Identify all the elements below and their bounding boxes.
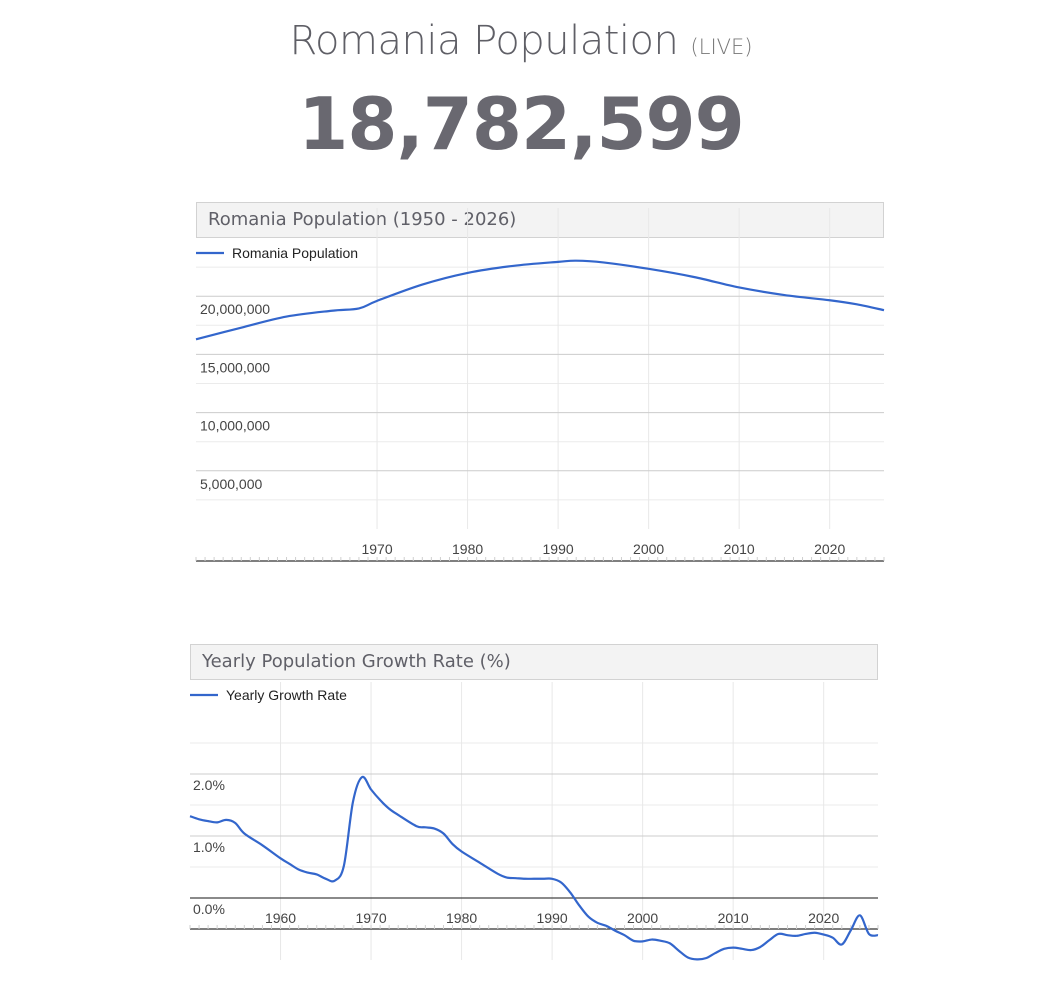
- live-tag: (LIVE): [690, 35, 753, 59]
- x-tick-label: 1990: [543, 541, 574, 557]
- growth-rate-chart: 0.0% 1.0% 2.0% 1960 1970 1980 1990 2000 2010 2020…: [189, 682, 879, 961]
- page-title: Romania Population (LIVE): [0, 18, 1042, 64]
- y-tick-label: 10,000,000: [200, 418, 270, 434]
- population-chart-title: Romania Population (1950 - 2026): [196, 202, 884, 238]
- page-title-text: Romania Population: [289, 18, 679, 64]
- y-tick-label: 2.0%: [193, 777, 225, 793]
- x-tick-label: 1970: [361, 541, 392, 557]
- series-line: [189, 775, 879, 961]
- legend-label: Yearly Growth Rate: [226, 687, 347, 703]
- y-tick-label: 20,000,000: [200, 301, 270, 317]
- y-tick-label: 15,000,000: [200, 359, 270, 375]
- x-tick-label: 1990: [537, 910, 568, 926]
- y-tick-label: 0.0%: [193, 901, 225, 917]
- population-chart: 5,000,000 10,000,000 15,000,000 20,000,000 1…: [195, 208, 885, 562]
- y-tick-label: 5,000,000: [200, 476, 262, 492]
- x-tick-label: 2020: [814, 541, 845, 557]
- x-tick-label: 2010: [718, 910, 749, 926]
- x-tick-label: 2000: [633, 541, 664, 557]
- x-tick-label: 2010: [724, 541, 755, 557]
- x-tick-label: 2000: [627, 910, 658, 926]
- x-tick-label: 1980: [446, 910, 477, 926]
- x-tick-label: 1980: [452, 541, 483, 557]
- y-tick-label: 1.0%: [193, 839, 225, 855]
- legend-label: Romania Population: [232, 245, 358, 261]
- series-line: [195, 259, 885, 341]
- population-counter: 18,782,599: [298, 82, 744, 166]
- x-tick-label: 1960: [265, 910, 296, 926]
- growth-chart-title: Yearly Population Growth Rate (%): [190, 644, 878, 680]
- x-tick-label: 2020: [808, 910, 839, 926]
- x-tick-label: 1970: [355, 910, 386, 926]
